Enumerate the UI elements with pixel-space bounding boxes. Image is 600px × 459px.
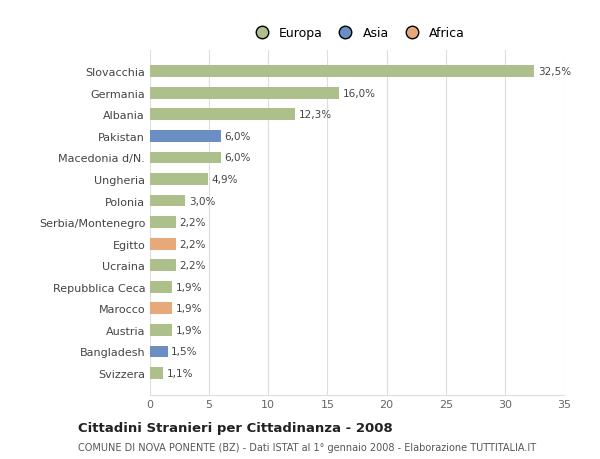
Bar <box>150 281 172 293</box>
Text: 4,9%: 4,9% <box>212 174 238 185</box>
Text: 1,5%: 1,5% <box>171 347 198 357</box>
Text: 32,5%: 32,5% <box>538 67 571 77</box>
Bar <box>150 174 208 185</box>
Bar <box>150 109 295 121</box>
Text: Cittadini Stranieri per Cittadinanza - 2008: Cittadini Stranieri per Cittadinanza - 2… <box>78 421 393 434</box>
Text: 2,2%: 2,2% <box>179 261 206 271</box>
Text: 2,2%: 2,2% <box>179 239 206 249</box>
Text: 12,3%: 12,3% <box>299 110 332 120</box>
Text: COMUNE DI NOVA PONENTE (BZ) - Dati ISTAT al 1° gennaio 2008 - Elaborazione TUTTI: COMUNE DI NOVA PONENTE (BZ) - Dati ISTAT… <box>78 442 536 452</box>
Text: 2,2%: 2,2% <box>179 218 206 228</box>
Legend: Europa, Asia, Africa: Europa, Asia, Africa <box>244 22 470 45</box>
Text: 1,1%: 1,1% <box>167 368 193 378</box>
Bar <box>150 195 185 207</box>
Text: 1,9%: 1,9% <box>176 325 203 335</box>
Text: 16,0%: 16,0% <box>343 89 376 99</box>
Text: 3,0%: 3,0% <box>189 196 215 206</box>
Bar <box>150 66 535 78</box>
Bar <box>150 88 339 100</box>
Bar <box>150 152 221 164</box>
Text: 1,9%: 1,9% <box>176 282 203 292</box>
Bar <box>150 303 172 314</box>
Bar <box>150 324 172 336</box>
Text: 6,0%: 6,0% <box>224 153 251 163</box>
Text: 1,9%: 1,9% <box>176 304 203 313</box>
Bar <box>150 131 221 142</box>
Text: 6,0%: 6,0% <box>224 132 251 141</box>
Bar <box>150 238 176 250</box>
Bar <box>150 217 176 229</box>
Bar <box>150 260 176 272</box>
Bar <box>150 346 168 358</box>
Bar <box>150 367 163 379</box>
